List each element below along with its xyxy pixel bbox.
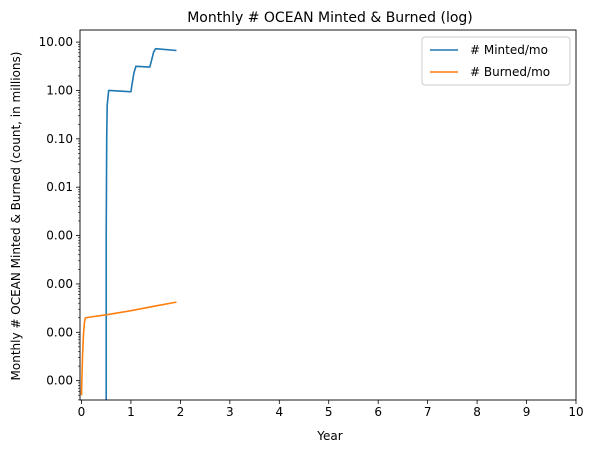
y-tick-label: 0.00 (46, 229, 73, 243)
x-tick-label: 10 (568, 405, 583, 419)
x-tick-label: 6 (374, 405, 382, 419)
y-tick-label: 1.00 (46, 83, 73, 97)
y-tick-label: 0.10 (46, 132, 73, 146)
y-tick-label: 0.00 (46, 325, 73, 339)
x-tick-label: 0 (78, 405, 86, 419)
x-tick-label: 1 (127, 405, 135, 419)
x-axis: 0 1 2 3 4 5 6 7 8 9 10 (78, 400, 584, 419)
x-tick-label: 9 (523, 405, 531, 419)
y-tick-label: 0.00 (46, 277, 73, 291)
x-tick-label: 7 (424, 405, 432, 419)
y-axis: 10.00 1.00 0.10 0.01 0.00 0.00 0.00 0.00 (39, 35, 80, 401)
legend-box (421, 36, 571, 86)
legend-label: # Burned/mo (470, 65, 550, 79)
y-tick-label: 10.00 (39, 35, 73, 49)
x-tick-label: 4 (275, 405, 283, 419)
chart-title: Monthly # OCEAN Minted & Burned (log) (187, 10, 473, 26)
x-tick-label: 2 (177, 405, 185, 419)
series-line-burned-mo (80, 301, 177, 396)
legend-label: # Minted/mo (470, 43, 548, 57)
y-tick-label: 0.00 (46, 374, 73, 388)
y-axis-label: Monthly # OCEAN Minted & Burned (count, … (9, 52, 23, 381)
y-tick-label: 0.01 (46, 180, 73, 194)
series-layer (80, 47, 177, 400)
x-tick-label: 8 (473, 405, 481, 419)
plot-frame (79, 29, 577, 401)
legend: # Minted/mo # Burned/mo (421, 36, 571, 86)
x-tick-label: 5 (325, 405, 333, 419)
x-tick-label: 3 (226, 405, 234, 419)
series-line-minted-mo (105, 47, 177, 400)
x-axis-label: Year (316, 429, 342, 443)
